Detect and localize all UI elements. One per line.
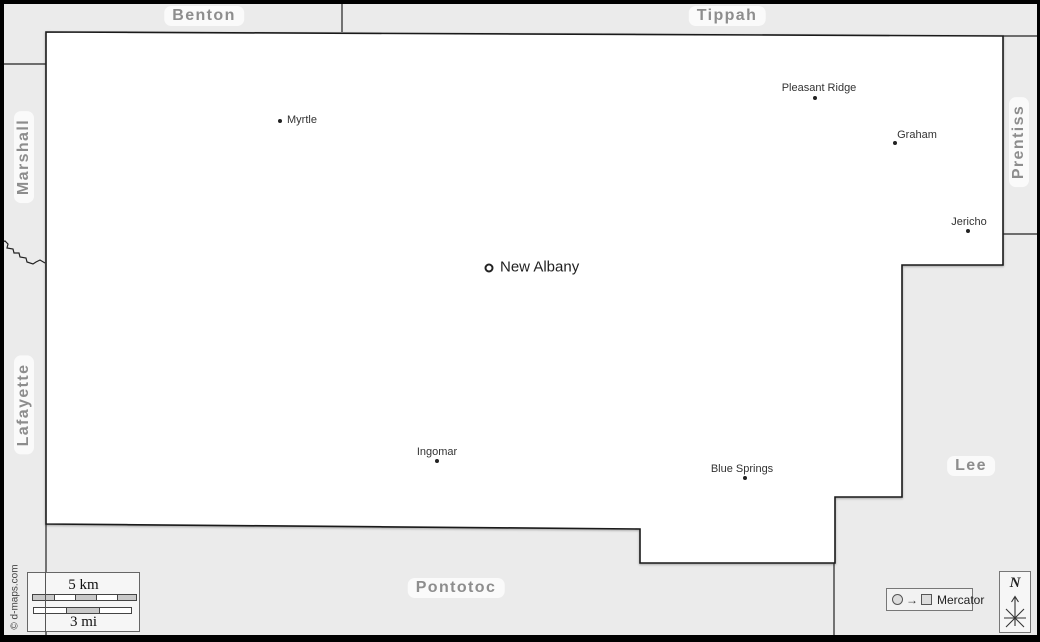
north-label: N <box>1009 575 1021 591</box>
boundary-line-overlay <box>45 572 46 632</box>
town-label: Blue Springs <box>710 463 774 475</box>
town-label: Jericho <box>951 216 987 228</box>
scale-mi-label: 3 mi <box>69 614 98 630</box>
town-dot-icon <box>893 141 897 145</box>
projected-square-icon <box>921 594 932 605</box>
projection-legend: → Mercator <box>886 588 984 611</box>
city-ring-icon <box>484 263 494 273</box>
scale-bar: 5 km 3 mi <box>27 572 140 632</box>
town-dot-icon <box>966 229 970 233</box>
map-credit: © d-maps.com <box>9 564 21 630</box>
county-label-prentiss: Prentiss <box>1009 96 1029 188</box>
projection-name: Mercator <box>937 592 985 607</box>
scale-mi-bar <box>33 607 132 614</box>
town-label: Myrtle <box>287 114 317 126</box>
town-label: New Albany <box>500 258 580 276</box>
town-dot-icon <box>435 459 439 463</box>
town-label: Pleasant Ridge <box>781 82 857 94</box>
compass: N <box>999 571 1031 633</box>
county-shape <box>45 31 1004 564</box>
globe-circle-icon <box>892 594 903 605</box>
county-label-lafayette: Lafayette <box>14 355 34 455</box>
town-dot-icon <box>743 476 747 480</box>
county-label-lee: Lee <box>947 456 995 476</box>
compass-star-icon <box>1004 595 1026 628</box>
town-dot-icon <box>813 96 817 100</box>
projection-arrow-icon: → <box>906 592 918 607</box>
county-label-marshall: Marshall <box>14 110 34 204</box>
county-label-tippah: Tippah <box>688 6 766 26</box>
scale-km-label: 5 km <box>68 577 99 593</box>
scale-km-bar <box>32 594 137 601</box>
county-label-pontotoc: Pontotoc <box>407 578 505 598</box>
county-label-benton: Benton <box>164 6 244 26</box>
town-label: Ingomar <box>416 446 458 458</box>
town-label: Graham <box>897 129 937 141</box>
river-boundary <box>0 240 46 265</box>
town-dot-icon <box>278 119 282 123</box>
